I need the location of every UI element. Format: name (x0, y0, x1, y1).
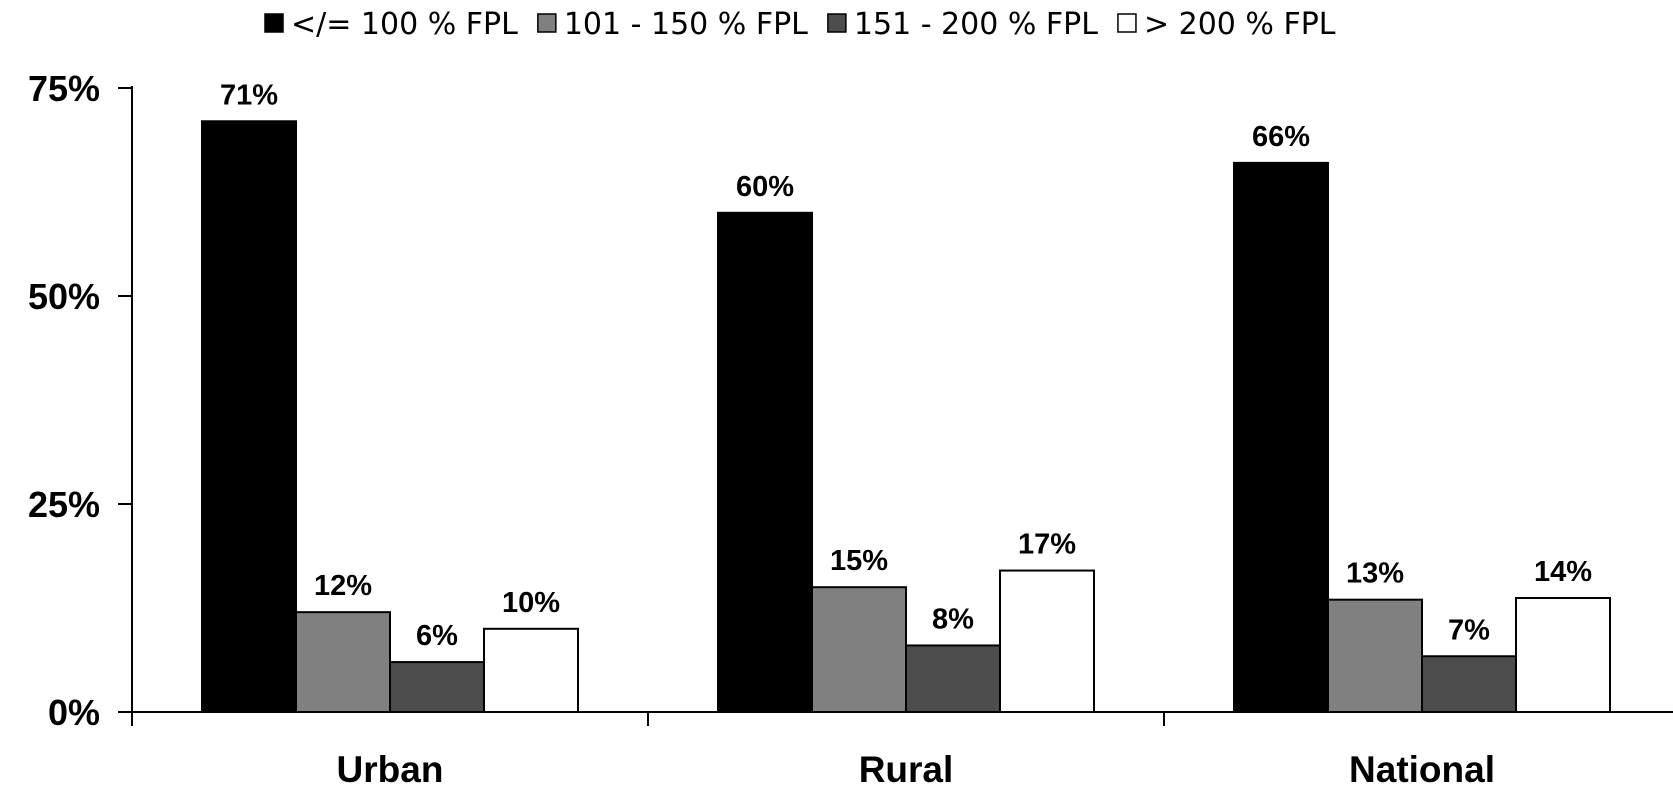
y-tick-label: 50% (28, 276, 100, 317)
legend-swatch (537, 13, 557, 33)
legend-label: 101 - 150 % FPL (564, 7, 808, 42)
data-label: 71% (220, 79, 278, 111)
bar (1233, 161, 1329, 713)
y-tick-label: 75% (28, 68, 100, 109)
data-label: 14% (1534, 556, 1592, 588)
bar (201, 120, 297, 713)
bar (295, 611, 391, 713)
bar (1515, 597, 1611, 713)
bar (717, 211, 813, 714)
data-label: 66% (1252, 121, 1310, 153)
bar (389, 661, 485, 714)
y-axis: 0% 25% 50% 75% (28, 68, 133, 733)
y-tick-label: 0% (48, 692, 100, 733)
data-label: 6% (416, 620, 458, 652)
x-axis: Urban Rural National (131, 711, 1673, 786)
data-label: 10% (502, 587, 560, 619)
bar (1327, 598, 1423, 713)
legend-label: 151 - 200 % FPL (854, 7, 1098, 42)
x-category-label: Rural (859, 749, 954, 786)
legend-swatch (264, 13, 284, 33)
y-tick-label: 25% (28, 484, 100, 525)
data-label: 17% (1018, 529, 1076, 561)
bar (1421, 655, 1517, 713)
data-label: 8% (932, 603, 974, 635)
legend-label: > 200 % FPL (1144, 7, 1336, 42)
data-label: 15% (830, 545, 888, 577)
data-label: 7% (1448, 614, 1490, 646)
x-category-label: National (1349, 749, 1495, 786)
data-label: 12% (314, 570, 372, 602)
data-label: 60% (736, 171, 794, 203)
legend: </= 100 % FPL 101 - 150 % FPL 151 - 200 % … (264, 7, 1336, 42)
bar (905, 644, 1001, 713)
bar (999, 569, 1095, 713)
bars (201, 120, 1611, 714)
bar (483, 627, 579, 713)
legend-swatch (827, 13, 847, 33)
bar (811, 586, 907, 714)
data-label: 13% (1346, 558, 1404, 590)
x-category-label: Urban (337, 749, 444, 786)
data-labels: 71% 12% 6% 10% 60% 15% 8% 17% 66% 13% 7% 14% (220, 79, 1592, 652)
legend-swatch (1117, 13, 1137, 33)
legend-label: </= 100 % FPL (291, 7, 518, 42)
